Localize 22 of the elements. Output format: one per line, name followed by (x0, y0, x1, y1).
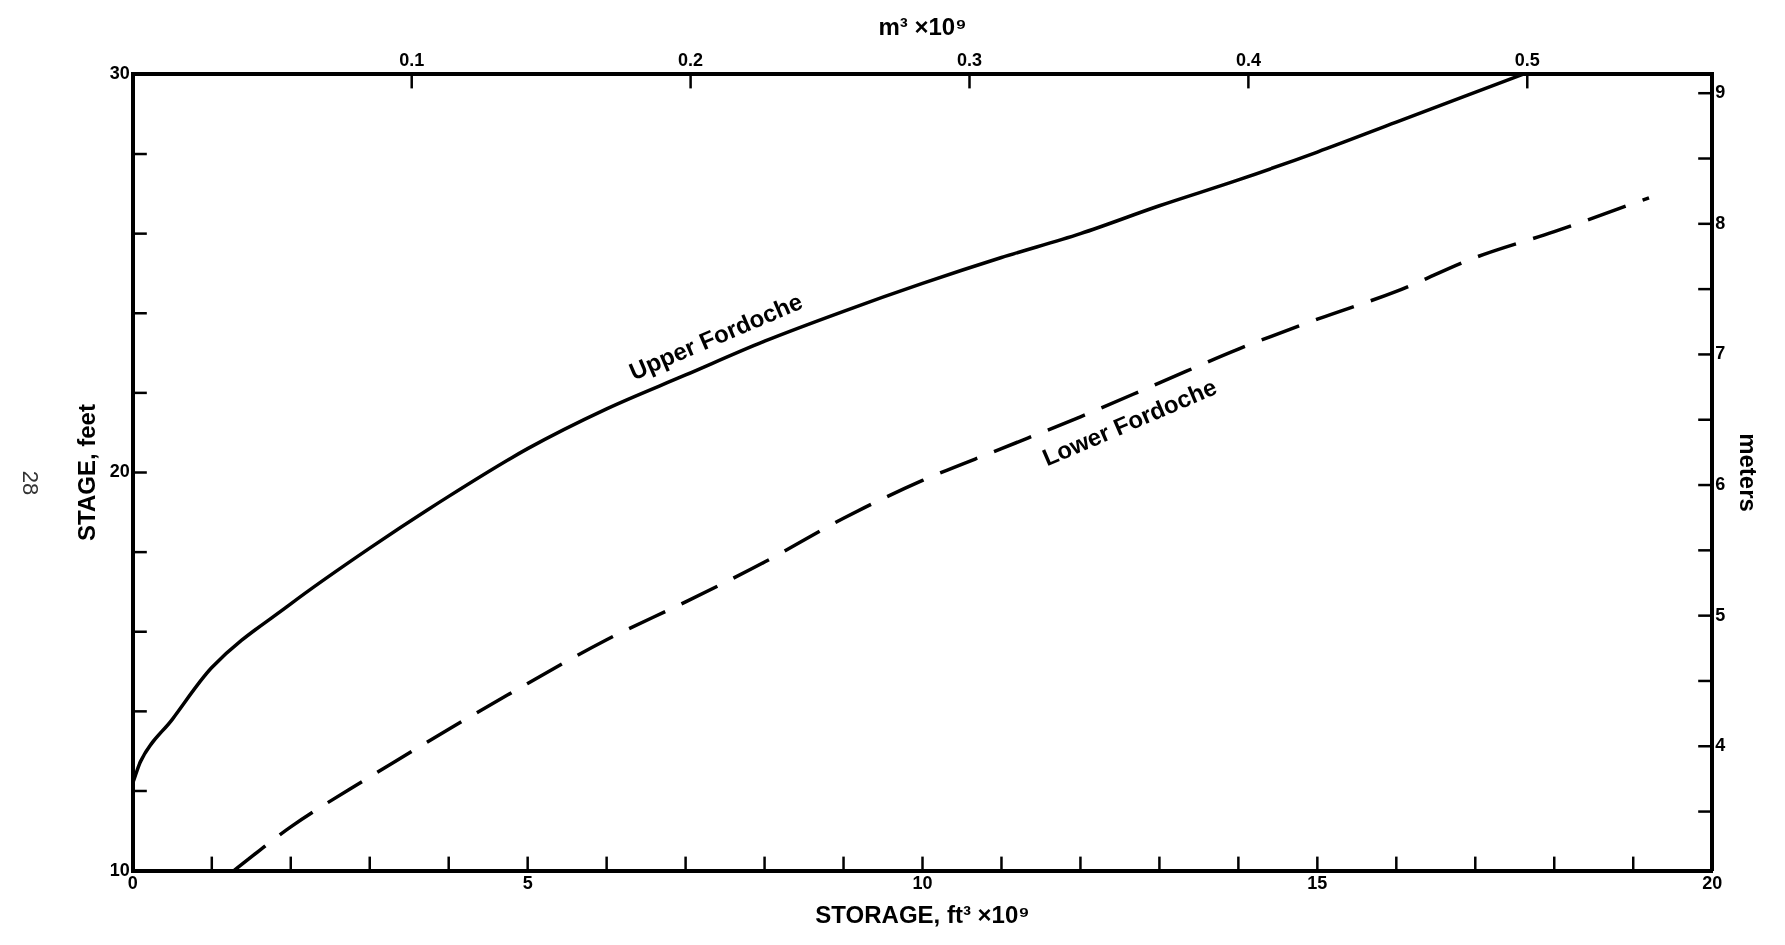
y-tick-label: 30 (109, 63, 130, 84)
y2-tick-label: 9 (1715, 82, 1726, 103)
y-tick-label: 20 (109, 461, 130, 482)
x-tick-label: 5 (522, 873, 533, 894)
x-tick-label: 10 (912, 873, 933, 894)
x-tick-label: 15 (1307, 873, 1328, 894)
y2-tick-label: 4 (1715, 735, 1726, 756)
y2-tick-label: 7 (1715, 343, 1726, 364)
x2-tick-label: 0.5 (1514, 49, 1540, 70)
y2-tick-label: 6 (1715, 474, 1726, 495)
x2-tick-label: 0.1 (399, 49, 425, 70)
y2-tick-label: 8 (1715, 212, 1726, 233)
x2-axis-title: m³ ×10⁹ (878, 13, 967, 41)
x2-tick-label: 0.2 (678, 49, 704, 70)
y-axis-title: STAGE, feet (73, 404, 101, 541)
x-axis-title: STORAGE, ft³ ×10⁹ (815, 901, 1030, 929)
x2-tick-label: 0.3 (956, 49, 983, 70)
x-tick-label: 20 (1702, 873, 1723, 894)
y2-axis-title: meters (1734, 433, 1762, 512)
y2-tick-label: 5 (1715, 604, 1726, 625)
x2-tick-label: 0.4 (1235, 49, 1261, 70)
text: 28 (17, 470, 44, 496)
